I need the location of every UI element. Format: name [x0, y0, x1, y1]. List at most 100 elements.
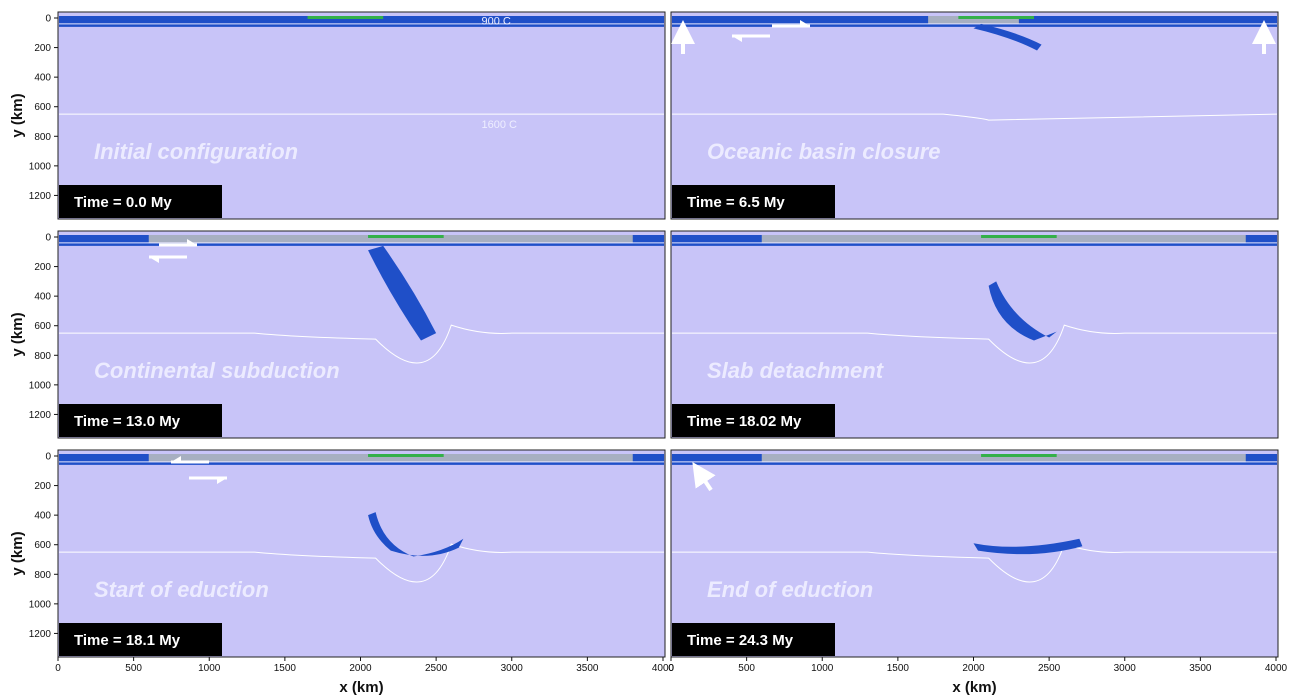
subducting-slab	[973, 23, 1042, 51]
x-tick-label: 3500	[1189, 663, 1212, 674]
continental-crust	[148, 235, 633, 244]
time-box-bg	[59, 623, 222, 656]
mantle-domain	[670, 230, 1279, 439]
y-tick-label: 200	[34, 262, 51, 273]
phase-label: Continental subduction	[94, 358, 340, 383]
y-tick-label: 0	[45, 14, 51, 25]
x-tick-label: 3000	[1114, 663, 1137, 674]
time-box: Time = 13.0 My	[59, 404, 222, 437]
motion-arrow	[692, 462, 716, 492]
y-tick-label: 600	[34, 102, 51, 113]
isotherm-label-900: 900 C	[482, 16, 511, 28]
continental-crust	[928, 16, 1019, 24]
model-panel-1: 900 C 1600 C Initial configuration Time = 0…	[57, 11, 666, 220]
y-tick-label: 1000	[29, 599, 52, 610]
time-box: Time = 24.3 My	[672, 623, 835, 656]
mantle-domain	[57, 230, 666, 439]
isotherm-line-1600	[59, 543, 664, 583]
isotherm-line-1600	[672, 324, 1277, 364]
x-tick-label: 0	[55, 663, 61, 674]
mantle-domain	[670, 449, 1279, 658]
shear-arrow-head	[732, 36, 742, 42]
continental-crust	[761, 454, 1246, 463]
x-tick-label: 0	[668, 663, 674, 674]
sediment-wedge	[958, 16, 1034, 19]
y-tick-label: 1200	[29, 191, 52, 202]
lithosphere-band	[59, 16, 664, 27]
isotherm-line-1600	[672, 113, 1278, 121]
x-tick-label: 1000	[811, 663, 834, 674]
shear-arrow-head	[187, 239, 197, 245]
sediment-wedge	[981, 235, 1057, 238]
time-label: Time = 24.3 My	[687, 632, 794, 649]
x-tick-label: 2500	[425, 663, 448, 674]
phase-label: End of eduction	[707, 577, 873, 602]
time-box: Time = 0.0 My	[59, 185, 222, 218]
time-label: Time = 18.02 My	[687, 413, 802, 430]
y-tick-label: 800	[34, 351, 51, 362]
x-tick-label: 1000	[198, 663, 221, 674]
x-tick-label: 1500	[274, 663, 297, 674]
y-tick-label: 600	[34, 321, 51, 332]
exhumed-slab	[973, 538, 1083, 555]
y-tick-label: 800	[34, 570, 51, 581]
y-tick-label: 0	[45, 233, 51, 244]
x-tick-label: 3000	[501, 663, 524, 674]
model-panel-2: Oceanic basin closure Time = 6.5 My	[670, 11, 1279, 220]
time-box-bg	[672, 623, 835, 656]
model-panel-3: Continental subduction Time = 13.0 My	[57, 230, 666, 439]
x-tick-label: 2000	[349, 663, 372, 674]
time-label: Time = 6.5 My	[687, 194, 785, 211]
isotherm-line-1600	[672, 543, 1277, 583]
time-label: Time = 13.0 My	[74, 413, 181, 430]
model-panel-6: End of eduction Time = 24.3 My	[670, 449, 1279, 658]
time-box: Time = 18.02 My	[672, 404, 835, 437]
continental-crust	[148, 454, 633, 463]
x-tick-label: 500	[125, 663, 142, 674]
y-tick-label: 0	[45, 452, 51, 463]
x-tick-label: 500	[738, 663, 755, 674]
phase-label: Initial configuration	[94, 139, 298, 164]
detached-slab	[988, 281, 1057, 341]
time-box-bg	[59, 185, 222, 218]
y-tick-label: 200	[34, 43, 51, 54]
shear-arrow-head	[217, 478, 227, 484]
phase-label: Slab detachment	[707, 358, 885, 383]
y-tick-label: 400	[34, 511, 51, 522]
y-tick-label: 1200	[29, 410, 52, 421]
time-box-bg	[672, 185, 835, 218]
isotherm-label-1600: 1600 C	[482, 119, 518, 131]
y-tick-label: 400	[34, 292, 51, 303]
shear-arrow-head	[149, 257, 159, 263]
continental-crust	[761, 235, 1246, 244]
y-axis-title: y (km)	[9, 531, 26, 575]
x-tick-label: 4000	[1265, 663, 1288, 674]
model-panel-4: Slab detachment Time = 18.02 My	[670, 230, 1279, 439]
x-tick-label: 1500	[887, 663, 910, 674]
subducting-slab	[368, 245, 437, 341]
y-tick-label: 1000	[29, 161, 52, 172]
time-label: Time = 18.1 My	[74, 632, 181, 649]
x-axis-title: x (km)	[952, 679, 996, 696]
y-axis-title: y (km)	[9, 93, 26, 137]
x-axis-title: x (km)	[339, 679, 383, 696]
y-tick-label: 1200	[29, 629, 52, 640]
sediment-wedge	[368, 235, 444, 238]
time-box: Time = 18.1 My	[59, 623, 222, 656]
time-box-bg	[59, 404, 222, 437]
mantle-domain	[57, 11, 666, 220]
time-box-bg	[672, 404, 835, 437]
sediment-wedge	[307, 16, 384, 19]
y-axis-title: y (km)	[9, 312, 26, 356]
y-tick-label: 200	[34, 481, 51, 492]
phase-label: Start of eduction	[94, 577, 269, 602]
mantle-domain	[57, 449, 666, 658]
shear-arrow-head	[800, 20, 810, 26]
shear-arrow-head	[171, 456, 181, 462]
y-tick-label: 1000	[29, 380, 52, 391]
time-box: Time = 6.5 My	[672, 185, 835, 218]
mantle-domain	[670, 11, 1279, 220]
sediment-wedge	[981, 454, 1057, 457]
y-tick-label: 800	[34, 132, 51, 143]
